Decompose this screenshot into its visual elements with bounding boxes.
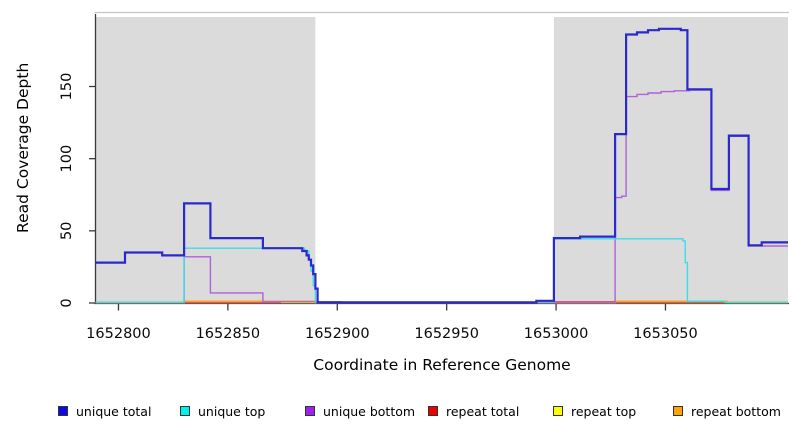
legend-item-repeat-bottom: repeat bottom [673, 402, 781, 420]
legend: unique total unique top unique bottom re… [0, 402, 792, 424]
y-tick-label: 100 [59, 145, 75, 173]
legend-item-unique-bottom: unique bottom [305, 402, 415, 420]
x-axis-title: Coordinate in Reference Genome [313, 356, 571, 374]
x-tick-label: 1652800 [86, 326, 151, 342]
legend-item-repeat-total: repeat total [428, 402, 519, 420]
right-gray-region [553, 17, 788, 303]
legend-item-unique-total: unique total [58, 402, 151, 420]
legend-label-unique-bottom: unique bottom [323, 403, 416, 419]
legend-label-repeat-top: repeat top [571, 403, 637, 419]
legend-item-repeat-top: repeat top [553, 402, 636, 420]
y-tick-label: 150 [59, 73, 75, 101]
series-unique-total [95, 27, 788, 304]
y-axis-title: Read Coverage Depth [14, 62, 32, 233]
y-tick-label: 0 [59, 298, 75, 307]
y-tick-label: 50 [59, 222, 75, 240]
legend-label-repeat-bottom: repeat bottom [691, 403, 781, 419]
legend-label-unique-total: unique total [76, 403, 152, 419]
x-tick-label: 1653000 [524, 326, 589, 342]
legend-swatch-repeat-bottom [673, 406, 683, 416]
legend-swatch-repeat-top [553, 406, 563, 416]
legend-swatch-repeat-total [428, 406, 438, 416]
legend-label-unique-top: unique top [198, 403, 266, 419]
x-tick-label: 1652900 [305, 326, 370, 342]
x-tick-label: 1653050 [633, 326, 698, 342]
legend-label-repeat-total: repeat total [446, 403, 520, 419]
x-tick-label: 1652850 [196, 326, 261, 342]
legend-swatch-unique-top [180, 406, 190, 416]
legend-swatch-unique-bottom [305, 406, 315, 416]
x-tick-label: 1652950 [414, 326, 479, 342]
left-gray-region [95, 17, 316, 303]
legend-item-unique-top: unique top [180, 402, 265, 420]
legend-swatch-unique-total [58, 406, 68, 416]
